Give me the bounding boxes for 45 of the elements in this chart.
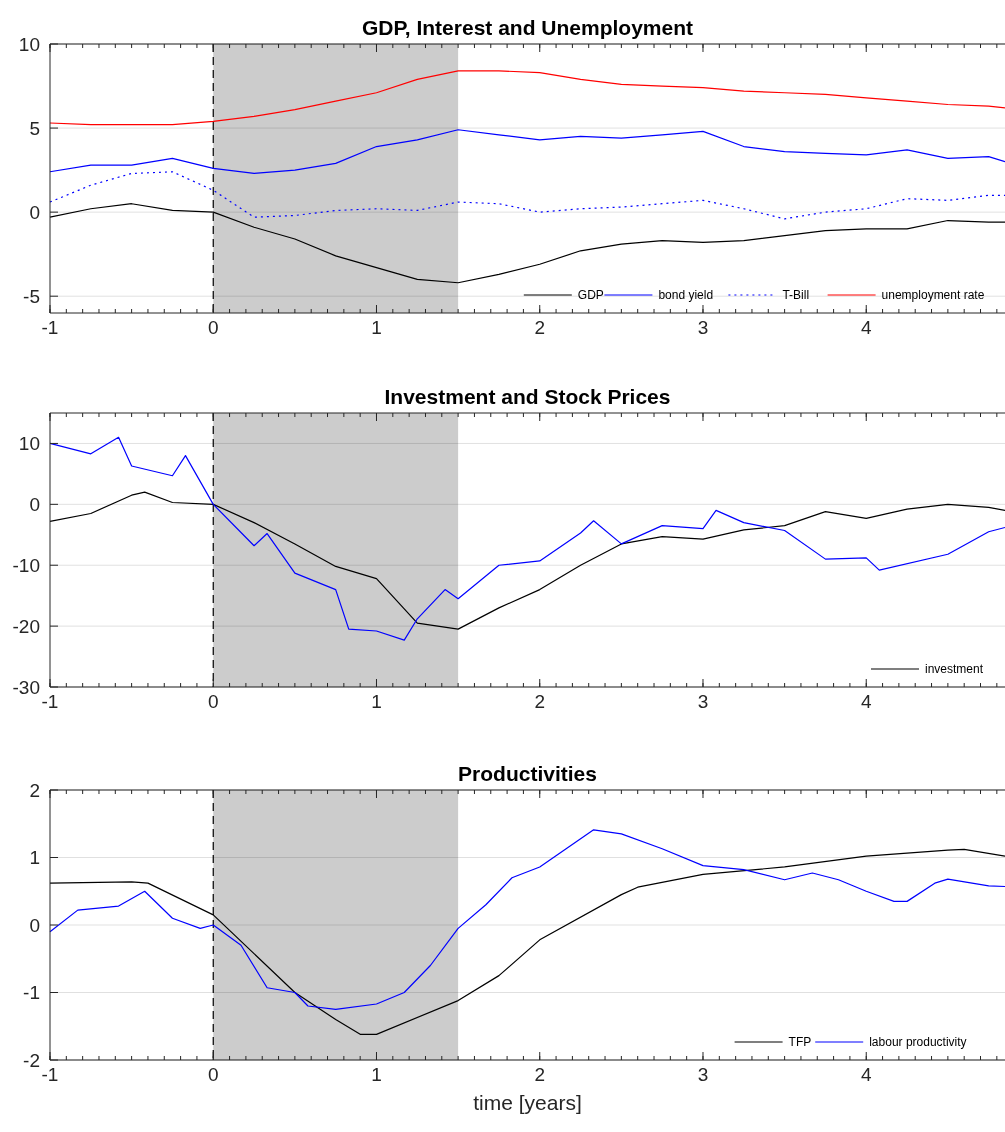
x-tick-label: 1 (371, 691, 382, 712)
y-tick-label: 10 (18, 433, 40, 455)
x-tick-label: 4 (860, 317, 872, 338)
x-tick-label: 4 (860, 691, 872, 712)
x-tick-label: 2 (534, 1064, 546, 1085)
chart-title: Productivities (458, 762, 597, 785)
line-series (49, 70, 1005, 126)
y-tick-label: 1 (29, 847, 40, 869)
legend-label: bond yield (658, 288, 714, 303)
y-tick-label: 10 (18, 33, 40, 55)
y-tick-label: 0 (29, 201, 40, 223)
chart-title: Investment and Stock Prices (384, 385, 671, 408)
x-tick-label: 4 (860, 1064, 872, 1085)
chart-title: GDP, Interest and Unemployment (361, 16, 694, 39)
line-series (49, 171, 1005, 220)
x-tick-label: 0 (207, 317, 219, 338)
y-tick-label: -20 (12, 615, 40, 637)
y-tick-label: -2 (23, 1049, 40, 1071)
legend-label: labour productivity (869, 1035, 967, 1050)
legend-label: T-Bill (782, 288, 810, 303)
y-tick-label: -1 (23, 982, 40, 1004)
y-tick-label: 2 (29, 779, 40, 801)
x-tick-label: 2 (534, 317, 546, 338)
line-series (49, 129, 1005, 175)
x-tick-label: 0 (207, 1064, 219, 1085)
x-tick-label: 0 (207, 691, 219, 712)
y-tick-label: -10 (12, 554, 40, 576)
y-tick-label: -5 (23, 285, 40, 307)
line-series (49, 436, 1005, 641)
legend-label: unemployment rate (881, 288, 985, 303)
x-tick-label: 1 (371, 317, 382, 338)
y-tick-label: 5 (29, 117, 40, 139)
legend-label: investment (925, 662, 984, 677)
line-series (49, 491, 1005, 630)
x-axis-title: time [years] (473, 1091, 582, 1114)
legend-label: TFP (788, 1035, 812, 1050)
x-tick-label: 2 (534, 691, 546, 712)
legend-label: GDP (577, 288, 604, 303)
x-tick-label: 3 (697, 1064, 709, 1085)
x-tick-label: 1 (371, 1064, 382, 1085)
y-tick-label: -30 (12, 676, 40, 698)
x-tick-label: 3 (697, 317, 709, 338)
y-tick-label: 0 (29, 493, 40, 515)
y-tick-label: 0 (29, 914, 40, 936)
x-tick-label: 3 (697, 691, 709, 712)
